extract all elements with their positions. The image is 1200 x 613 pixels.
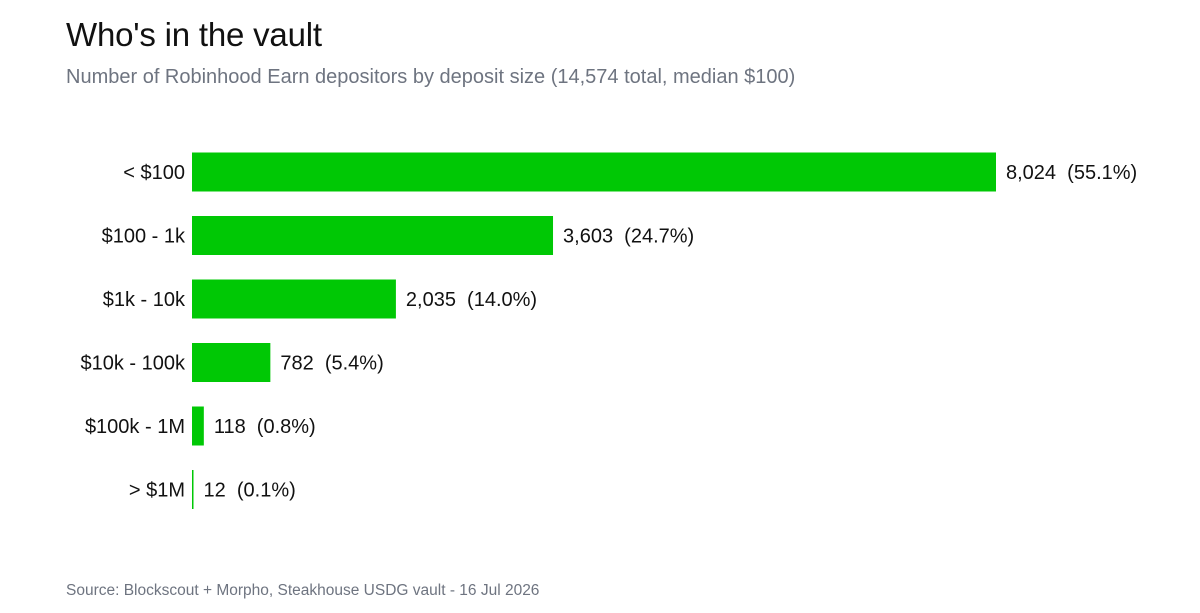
bar xyxy=(192,470,194,509)
bar xyxy=(192,279,396,319)
bar xyxy=(192,152,996,192)
category-label: < $100 xyxy=(123,162,185,184)
data-label: 8,024 (55.1%) xyxy=(1006,162,1137,184)
bar xyxy=(192,406,204,446)
data-label: 3,603 (24.7%) xyxy=(563,226,694,248)
data-label: 118 (0.8%) xyxy=(214,416,316,438)
data-label: 782 (5.4%) xyxy=(280,353,383,375)
category-label: $1k - 10k xyxy=(103,289,186,311)
category-label: $100 - 1k xyxy=(102,226,186,248)
data-label: 12 (0.1%) xyxy=(204,480,296,502)
category-label: $100k - 1M xyxy=(85,416,185,438)
data-label: 2,035 (14.0%) xyxy=(406,289,537,311)
chart-source: Source: Blockscout + Morpho, Steakhouse … xyxy=(66,582,540,599)
chart-title: Who's in the vault xyxy=(66,16,322,53)
chart-subtitle: Number of Robinhood Earn depositors by d… xyxy=(66,66,796,88)
category-label: > $1M xyxy=(129,480,185,502)
bar xyxy=(192,216,554,255)
category-label: $10k - 100k xyxy=(80,353,186,375)
bar xyxy=(192,343,271,382)
